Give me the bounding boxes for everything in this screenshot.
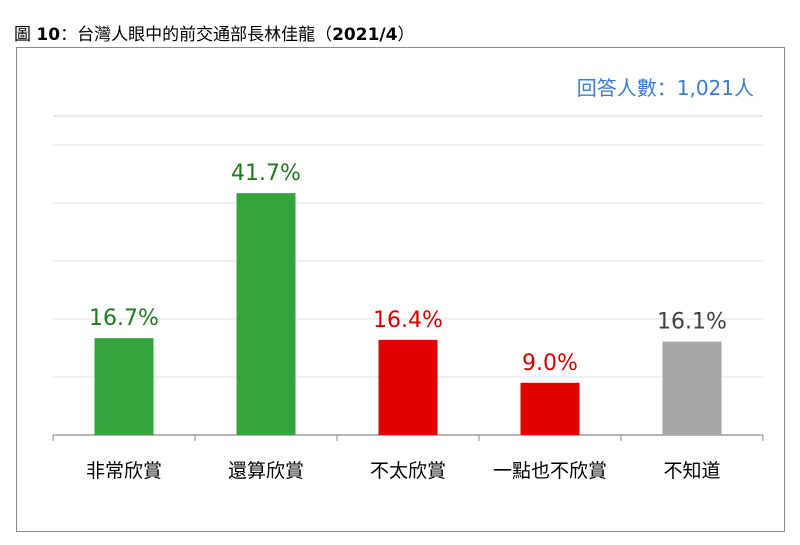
bar-value-label: 16.1% — [657, 310, 727, 335]
bar-value-label: 16.7% — [89, 306, 159, 331]
figure-close: ） — [397, 25, 415, 45]
figure-title: 圖 10：台灣人眼中的前交通部長林佳龍（2021/4） — [14, 20, 414, 45]
bar-value-label: 41.7% — [231, 161, 301, 186]
category-label: 還算欣賞 — [228, 460, 304, 482]
category-label: 非常欣賞 — [86, 460, 162, 482]
bar — [378, 339, 438, 435]
bar — [520, 382, 580, 435]
bar-value-label: 9.0% — [522, 351, 578, 376]
category-label: 不太欣賞 — [370, 460, 446, 482]
bar-value-label: 16.4% — [373, 308, 443, 333]
bar — [662, 341, 722, 435]
bar — [94, 338, 154, 435]
figure-text: 台灣人眼中的前交通部長林佳龍（ — [77, 25, 333, 45]
figure-number: 10 — [36, 25, 61, 45]
figure-date: 2021/4 — [332, 25, 398, 45]
bar — [236, 193, 296, 435]
respondent-count: 回答人數：1,021人 — [576, 76, 754, 100]
chart-frame — [16, 47, 785, 532]
category-label: 一點也不欣賞 — [493, 460, 607, 482]
category-label: 不知道 — [663, 460, 720, 482]
figure-prefix: 圖 — [14, 25, 31, 45]
figure-colon: ： — [60, 25, 78, 45]
